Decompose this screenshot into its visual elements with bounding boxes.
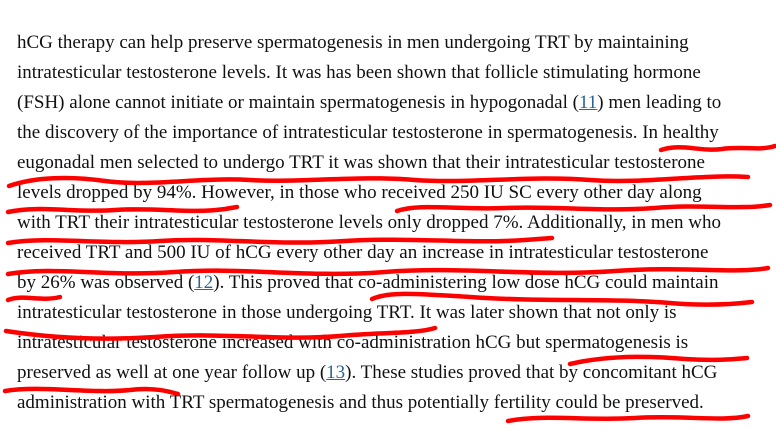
text-segment: preserved as well at one year follow up … xyxy=(17,362,327,383)
text-line: by 26% was observed (12). This proved th… xyxy=(17,268,762,298)
text-line: hCG therapy can help preserve spermatoge… xyxy=(17,28,762,58)
reference-link-12[interactable]: 12 xyxy=(194,272,214,293)
text-line: received TRT and 500 IU of hCG every oth… xyxy=(17,238,762,268)
text-segment: eugonadal men selected to undergo TRT it… xyxy=(17,152,705,173)
document-text: hCG therapy can help preserve spermatoge… xyxy=(17,28,762,418)
text-line: preserved as well at one year follow up … xyxy=(17,358,762,388)
text-line: (FSH) alone cannot initiate or maintain … xyxy=(17,88,762,118)
text-segment: hCG therapy can help preserve spermatoge… xyxy=(17,32,689,53)
text-segment: administration with TRT spermatogenesis … xyxy=(17,392,704,413)
text-segment: intratesticular testosterone levels. It … xyxy=(17,62,701,83)
text-segment: by 26% was observed ( xyxy=(17,272,195,293)
text-line: intratesticular testosterone in those un… xyxy=(17,298,762,328)
text-segment: ) men leading to xyxy=(597,92,722,113)
text-segment: ). These studies proved that by concomit… xyxy=(345,362,718,383)
text-line: eugonadal men selected to undergo TRT it… xyxy=(17,148,762,178)
text-segment: ). This proved that co-administering low… xyxy=(213,272,719,293)
text-line: levels dropped by 94%. However, in those… xyxy=(17,178,762,208)
text-line: with TRT their intratesticular testoster… xyxy=(17,208,762,238)
text-segment: received TRT and 500 IU of hCG every oth… xyxy=(17,242,709,263)
text-segment: intratesticular testosterone increased w… xyxy=(17,332,689,353)
text-line: intratesticular testosterone levels. It … xyxy=(17,58,762,88)
text-segment: (FSH) alone cannot initiate or maintain … xyxy=(17,92,579,113)
text-segment: with TRT their intratesticular testoster… xyxy=(17,212,722,233)
text-segment: intratesticular testosterone in those un… xyxy=(17,302,677,323)
reference-link-11[interactable]: 11 xyxy=(578,92,598,113)
text-segment: levels dropped by 94%. However, in those… xyxy=(17,182,702,203)
text-line: the discovery of the importance of intra… xyxy=(17,118,762,148)
text-line: intratesticular testosterone increased w… xyxy=(17,328,762,358)
text-segment: the discovery of the importance of intra… xyxy=(17,122,719,143)
reference-link-13[interactable]: 13 xyxy=(326,362,346,383)
text-line: administration with TRT spermatogenesis … xyxy=(17,388,762,418)
